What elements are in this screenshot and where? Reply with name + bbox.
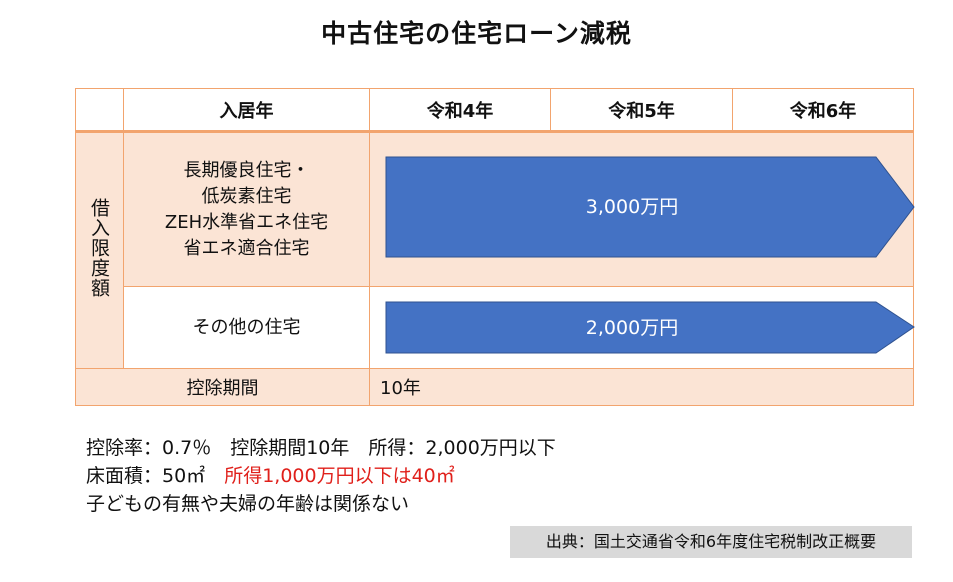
deduction-period-label: 控除期間 [75,368,370,406]
category-line: その他の住宅 [192,316,301,338]
category-cell-other: その他の住宅 [123,286,370,369]
header-blank-cell [75,88,124,133]
category-line: 省エネ適合住宅 [183,237,310,259]
loan-table: 入居年 令和4年 令和5年 令和6年 借入限度額 長期優良住宅・ 低炭素住宅 Z… [75,88,915,406]
header-year-3: 令和6年 [732,88,914,133]
notes: 控除率：0.7％ 控除期間10年 所得：2,000万円以下 床面積：50㎡ 所得… [86,434,556,518]
category-line: 長期優良住宅・ [183,159,310,181]
header-year-1: 令和4年 [369,88,551,133]
note-line-1: 控除率：0.7％ 控除期間10年 所得：2,000万円以下 [86,437,556,459]
amount-cell-long-term: 3,000万円 [369,131,915,287]
header-move-in: 入居年 [123,88,370,133]
category-line: ZEH水準省エネ住宅 [164,211,329,233]
table-row-long-term: 借入限度額 長期優良住宅・ 低炭素住宅 ZEH水準省エネ住宅 省エネ適合住宅 3… [75,131,915,369]
amount-cell-other: 2,000万円 [369,286,915,369]
side-label: 借入限度額 [88,198,110,298]
side-label-cell: 借入限度額 [75,131,124,369]
table-row-other: その他の住宅 2,000万円 [76,286,915,369]
note-line-2: 床面積：50㎡ 所得1,000万円以下は40㎡ [86,462,556,490]
category-cell-long-term: 長期優良住宅・ 低炭素住宅 ZEH水準省エネ住宅 省エネ適合住宅 [123,131,370,287]
amount-label-other: 2,000万円 [586,317,678,339]
header-year-2: 令和5年 [550,88,733,133]
table-row-deduction-period: 控除期間 10年 [75,368,914,406]
page-title: 中古住宅の住宅ローン減税 [321,19,632,48]
header-row: 入居年 令和4年 令和5年 令和6年 [75,88,914,133]
note-line-3: 子どもの有無や夫婦の年齢は関係ない [86,493,410,515]
amount-label-long-term: 3,000万円 [586,196,678,218]
note-floor-area-red: 所得1,000万円以下は40㎡ [224,465,455,487]
deduction-period-value: 10年 [369,368,914,406]
note-floor-area: 床面積：50㎡ [86,465,225,487]
amount-arrow-other: 2,000万円 [385,301,915,354]
category-line: 低炭素住宅 [201,185,292,207]
amount-arrow-long-term: 3,000万円 [385,156,915,258]
source-note: 出典：国土交通省令和6年度住宅税制改正概要 [510,526,912,558]
